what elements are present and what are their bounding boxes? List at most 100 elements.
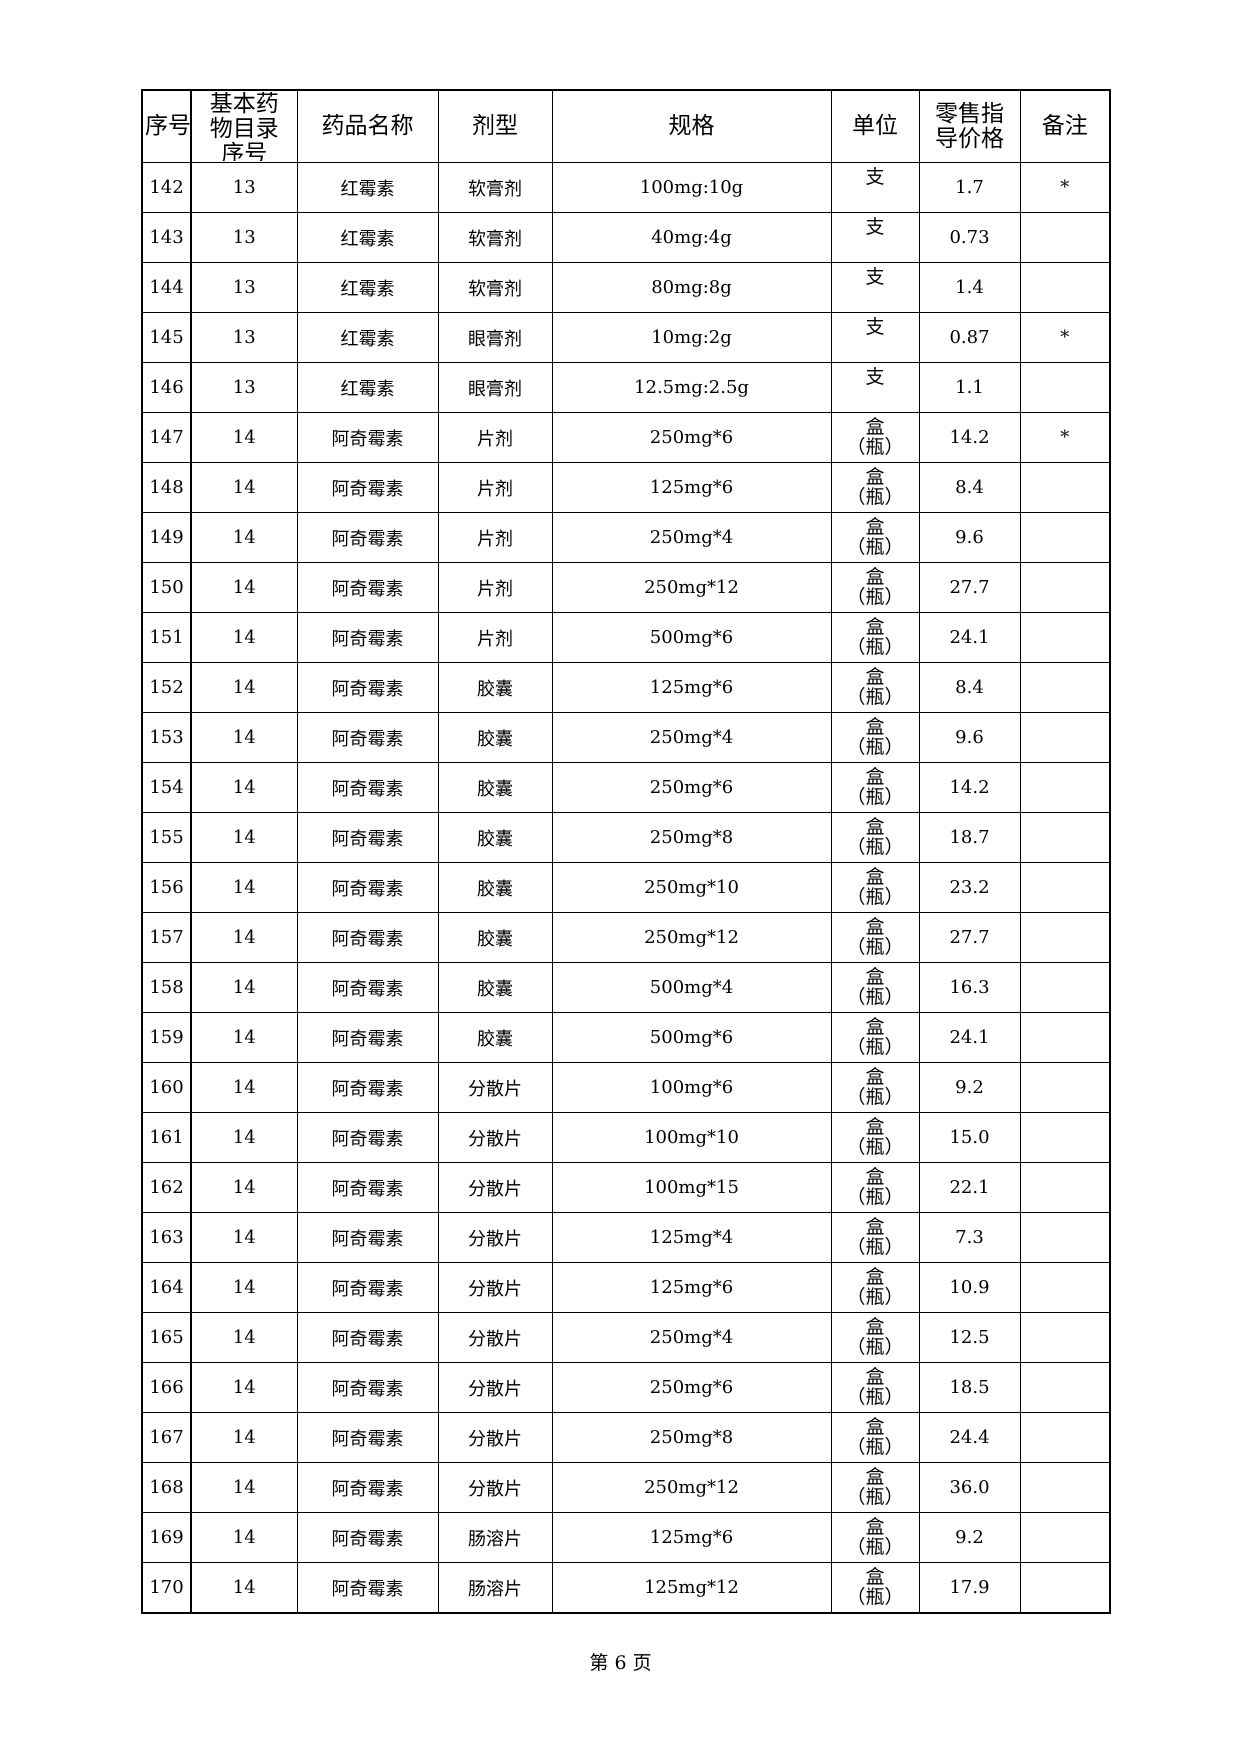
table-cell: 154	[141, 762, 192, 813]
table-row: 153 14 阿奇霉素 胶囊 250mg*4 盒（瓶） 9.6	[141, 712, 1111, 763]
table-cell: 14	[190, 1062, 298, 1113]
cell-text: 盒（瓶）	[846, 1166, 904, 1208]
table-cell: 14	[190, 1512, 298, 1563]
table-cell: 红霉素	[296, 162, 439, 213]
table-body: 142 13 红霉素 软膏剂 100mg:10g 支 1.7 * 143 13 红霉素 软膏剂 40mg…	[141, 162, 1111, 1614]
table-row: 159 14 阿奇霉素 胶囊 500mg*6 盒（瓶） 24.1	[141, 1012, 1111, 1063]
cell-text: 支	[865, 216, 885, 238]
table-cell: 125mg*6	[551, 462, 832, 513]
table-cell: 250mg*8	[551, 1412, 832, 1463]
table-row: 154 14 阿奇霉素 胶囊 250mg*6 盒（瓶） 14.2	[141, 762, 1111, 813]
table-cell: 盒（瓶）	[830, 1362, 920, 1413]
table-cell: 胶囊	[437, 962, 553, 1013]
table-cell: 159	[141, 1012, 192, 1063]
table-cell: 胶囊	[437, 712, 553, 763]
table-cell: 24.1	[918, 612, 1021, 663]
table-cell: 软膏剂	[437, 262, 553, 313]
table-cell: 阿奇霉素	[296, 862, 439, 913]
table-cell: 125mg*12	[551, 1562, 832, 1614]
table-cell: 14	[190, 1562, 298, 1614]
table-cell: 分散片	[437, 1312, 553, 1363]
table-cell: 36.0	[918, 1462, 1021, 1513]
table-cell: 148	[141, 462, 192, 513]
table-cell: 9.6	[918, 512, 1021, 563]
table-cell: 1.4	[918, 262, 1021, 313]
header-text: 序号	[145, 114, 191, 139]
table-cell: 盒（瓶）	[830, 1462, 920, 1513]
table-cell: 眼膏剂	[437, 312, 553, 363]
table-cell: 142	[141, 162, 192, 213]
cell-text: 盒（瓶）	[846, 666, 904, 708]
cell-text: 盒（瓶）	[846, 466, 904, 508]
cell-text: 盒（瓶）	[846, 1466, 904, 1508]
table-cell: 阿奇霉素	[296, 662, 439, 713]
table-cell: 盒（瓶）	[830, 1112, 920, 1163]
table-row: 160 14 阿奇霉素 分散片 100mg*6 盒（瓶） 9.2	[141, 1062, 1111, 1113]
table-cell	[1019, 912, 1111, 963]
table-row: 142 13 红霉素 软膏剂 100mg:10g 支 1.7 *	[141, 162, 1111, 213]
table-row: 167 14 阿奇霉素 分散片 250mg*8 盒（瓶） 24.4	[141, 1412, 1111, 1463]
table-cell: 盒（瓶）	[830, 462, 920, 513]
table-cell: 250mg*6	[551, 1362, 832, 1413]
table-row: 158 14 阿奇霉素 胶囊 500mg*4 盒（瓶） 16.3	[141, 962, 1111, 1013]
table-cell	[1019, 1462, 1111, 1513]
table-cell	[1019, 512, 1111, 563]
table-cell	[1019, 562, 1111, 613]
table-cell: 14	[190, 612, 298, 663]
table-cell: 125mg*4	[551, 1212, 832, 1263]
table-cell: 阿奇霉素	[296, 1312, 439, 1363]
table-cell: 阿奇霉素	[296, 1012, 439, 1063]
table-cell: 阿奇霉素	[296, 962, 439, 1013]
table-cell: 7.3	[918, 1212, 1021, 1263]
table-cell: 阿奇霉素	[296, 412, 439, 463]
table-row: 146 13 红霉素 眼膏剂 12.5mg:2.5g 支 1.1	[141, 362, 1111, 413]
table-cell: 盒（瓶）	[830, 612, 920, 663]
table-cell	[1019, 662, 1111, 713]
table-row: 162 14 阿奇霉素 分散片 100mg*15 盒（瓶） 22.1	[141, 1162, 1111, 1213]
table-row: 166 14 阿奇霉素 分散片 250mg*6 盒（瓶） 18.5	[141, 1362, 1111, 1413]
table-cell: 16.3	[918, 962, 1021, 1013]
table-cell: 170	[141, 1562, 192, 1614]
table-cell: 分散片	[437, 1412, 553, 1463]
cell-text: 盒（瓶）	[846, 1516, 904, 1558]
table-row: 165 14 阿奇霉素 分散片 250mg*4 盒（瓶） 12.5	[141, 1312, 1111, 1363]
table-cell: 500mg*4	[551, 962, 832, 1013]
cell-text: 盒（瓶）	[846, 616, 904, 658]
table-cell: 15.0	[918, 1112, 1021, 1163]
table-cell	[1019, 1262, 1111, 1313]
table-row: 152 14 阿奇霉素 胶囊 125mg*6 盒（瓶） 8.4	[141, 662, 1111, 713]
table-row: 145 13 红霉素 眼膏剂 10mg:2g 支 0.87 *	[141, 312, 1111, 363]
table-row: 168 14 阿奇霉素 分散片 250mg*12 盒（瓶） 36.0	[141, 1462, 1111, 1513]
table-cell: 盒（瓶）	[830, 662, 920, 713]
table-cell: 阿奇霉素	[296, 512, 439, 563]
table-cell: 250mg*6	[551, 412, 832, 463]
table-cell: 片剂	[437, 562, 553, 613]
table-cell: 阿奇霉素	[296, 712, 439, 763]
table-cell	[1019, 212, 1111, 263]
table-cell: 13	[190, 212, 298, 263]
table-cell: 14	[190, 1012, 298, 1063]
table-cell: 14	[190, 462, 298, 513]
table-cell: 支	[830, 312, 920, 363]
table-cell: 14	[190, 1112, 298, 1163]
table-cell: 147	[141, 412, 192, 463]
table-cell: 支	[830, 162, 920, 213]
table-cell: 阿奇霉素	[296, 912, 439, 963]
table-cell: 100mg:10g	[551, 162, 832, 213]
cell-text: 支	[865, 166, 885, 188]
header-cell: 零售指导价格	[918, 89, 1021, 163]
header-text: 剂型	[472, 114, 518, 139]
table-cell	[1019, 1362, 1111, 1413]
table-cell: 250mg*8	[551, 812, 832, 863]
table-cell: 盒（瓶）	[830, 962, 920, 1013]
table-cell: 0.87	[918, 312, 1021, 363]
table-cell: 13	[190, 262, 298, 313]
table-row: 147 14 阿奇霉素 片剂 250mg*6 盒（瓶） 14.2 *	[141, 412, 1111, 463]
header-text: 规格	[668, 114, 715, 139]
cell-text: 盒（瓶）	[846, 1366, 904, 1408]
table-cell: 100mg*6	[551, 1062, 832, 1113]
table-cell	[1019, 812, 1111, 863]
table-row: 144 13 红霉素 软膏剂 80mg:8g 支 1.4	[141, 262, 1111, 313]
table-cell: 9.2	[918, 1062, 1021, 1113]
table-cell	[1019, 1162, 1111, 1213]
